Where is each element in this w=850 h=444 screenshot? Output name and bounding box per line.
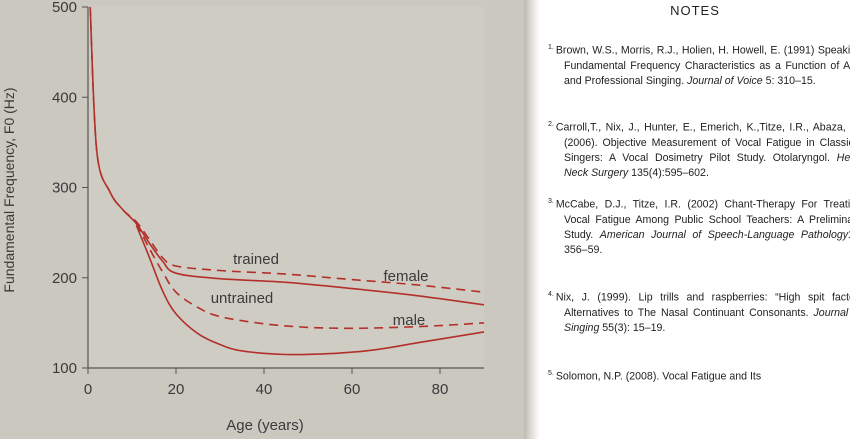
y-tick-label: 200 xyxy=(52,270,77,287)
series-line-female-trained xyxy=(89,6,485,293)
x-tick-label: 60 xyxy=(344,381,361,398)
y-tick-label: 400 xyxy=(52,89,77,106)
y-tick-label: 300 xyxy=(52,180,77,197)
reference-3: 3. McCabe, D.J., Titze, I.R. (2002) Chant… xyxy=(548,198,850,257)
reference-4: 4. Nix, J. (1999). Lip trills and raspber… xyxy=(548,291,850,334)
x-tick-label: 0 xyxy=(84,381,92,398)
reference-5: 5. Solomon, N.P. (2008). Vocal Fatigue an… xyxy=(548,370,762,383)
x-axis-label: Age (years) xyxy=(226,417,304,434)
book-gutter xyxy=(524,0,540,439)
reference-1: 1. Brown, W.S., Morris, R.J., Holien, H. … xyxy=(548,44,850,87)
reference-2: 2. Carroll,T., Nix, J., Hunter, E., Emeri… xyxy=(548,121,850,180)
notes-page: NOTES 1. Brown, W.S., Morris, R.J., Holie… xyxy=(540,0,850,439)
x-tick-label: 40 xyxy=(256,381,273,398)
annotation-female: female xyxy=(383,268,428,285)
y-tick-label: 100 xyxy=(52,360,77,377)
x-tick-label: 20 xyxy=(168,381,185,398)
series-line-male-untrained xyxy=(135,225,485,356)
f0-age-chart: 100 200 300 400 500 0 20 40 60 80 trained untrained… xyxy=(1,0,485,434)
series-line-female-untrained xyxy=(89,6,485,306)
series-line-male-trained xyxy=(135,223,485,330)
y-tick-label: 500 xyxy=(52,0,77,16)
x-tick-label: 80 xyxy=(432,381,449,398)
chart-page: 100 200 300 400 500 0 20 40 60 80 trained untrained… xyxy=(0,0,524,439)
plot-area xyxy=(88,7,484,368)
annotation-male: male xyxy=(393,312,426,329)
y-axis-label: Fundamental Frequency, F0 (Hz) xyxy=(1,87,17,292)
annotation-trained: trained xyxy=(233,251,279,268)
annotation-untrained: untrained xyxy=(211,290,274,307)
notes-title: NOTES xyxy=(670,3,720,18)
